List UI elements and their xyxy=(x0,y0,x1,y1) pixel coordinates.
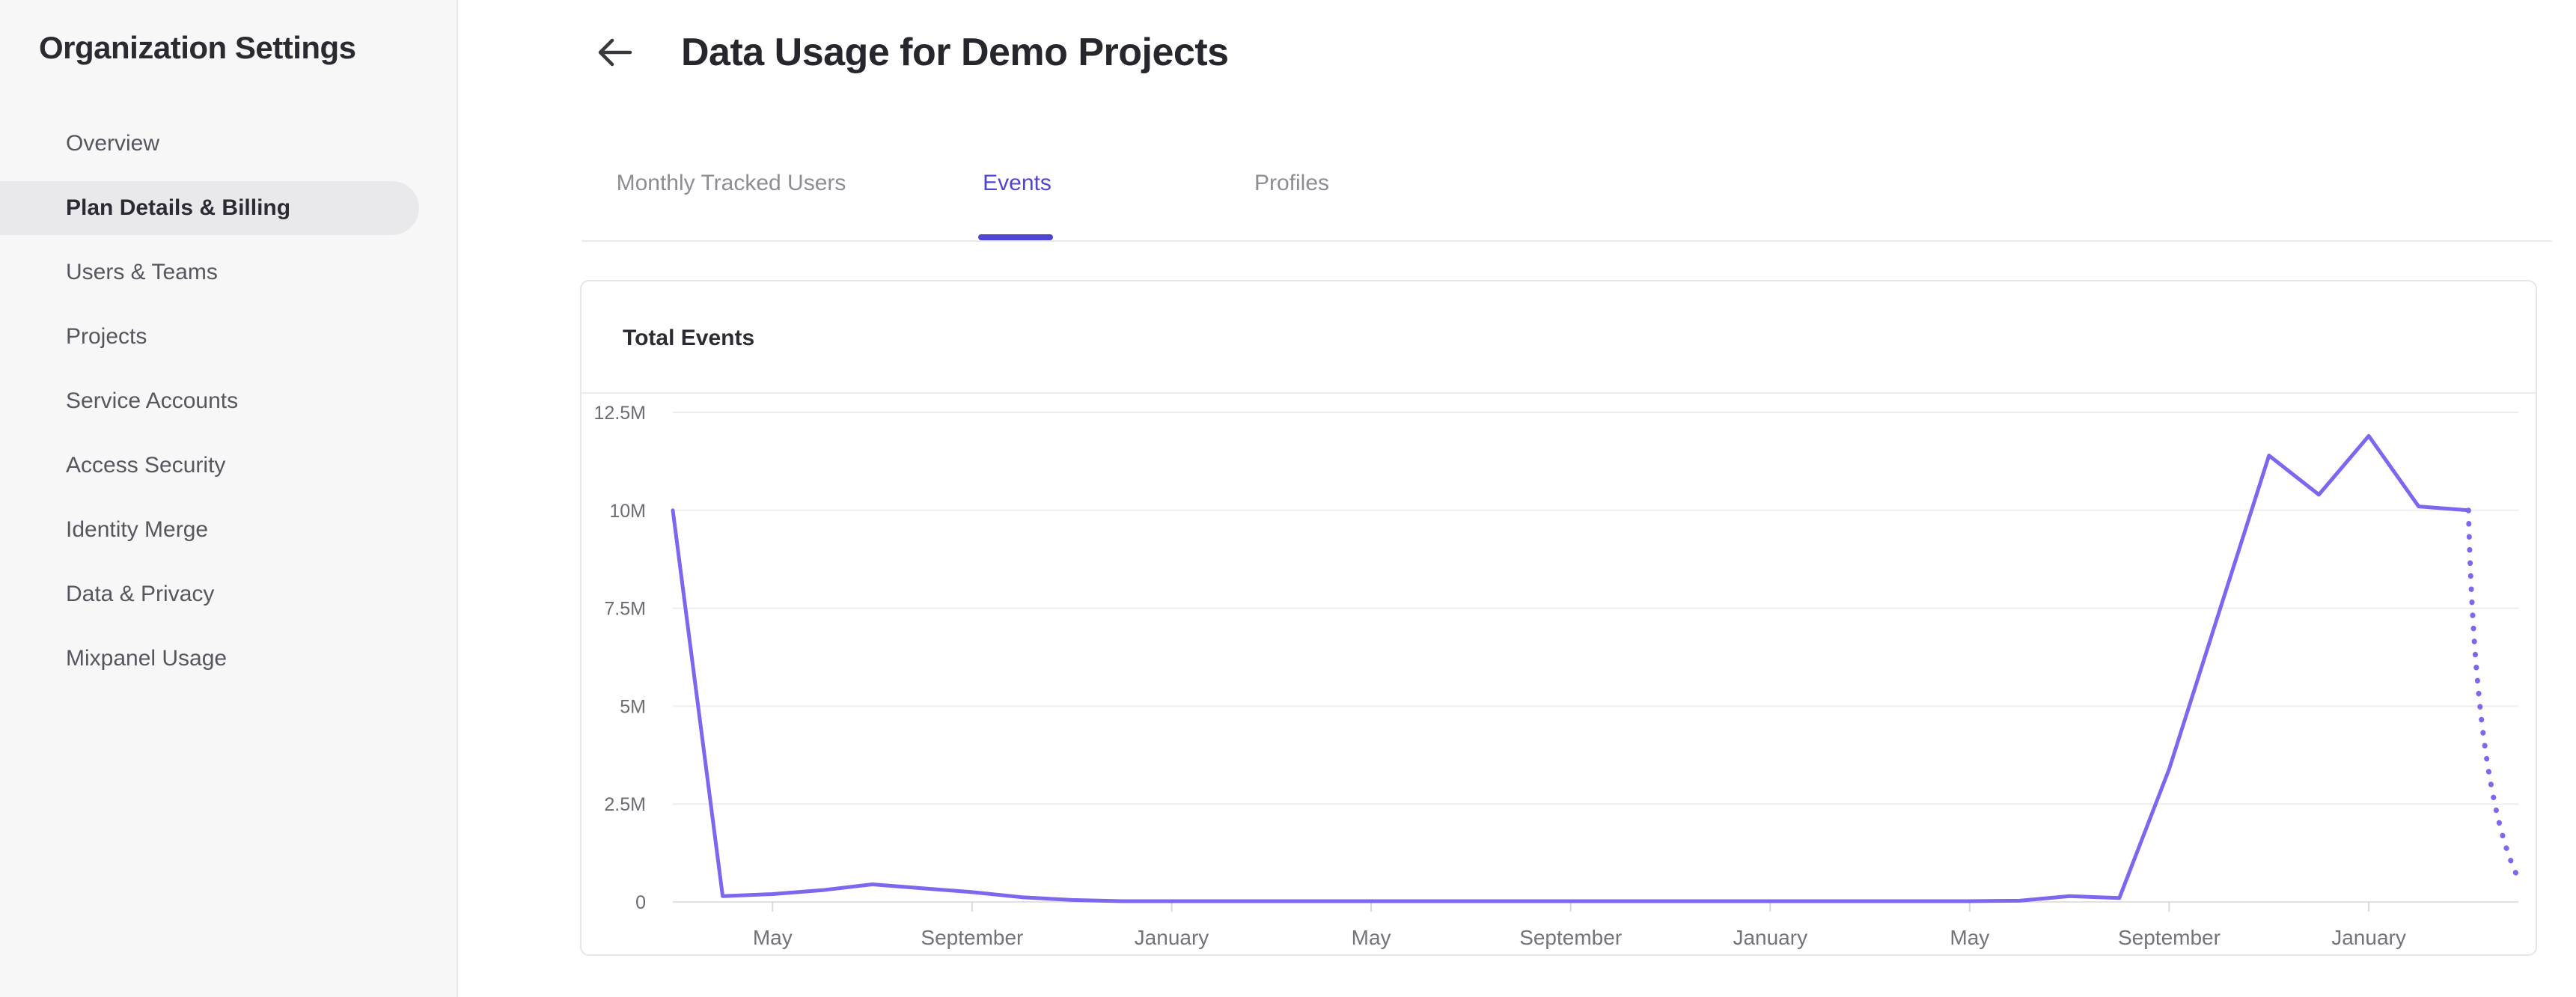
x-axis-label: May xyxy=(1950,926,1989,949)
active-tab-indicator xyxy=(978,234,1053,240)
y-axis-label: 5M xyxy=(620,696,646,717)
sidebar-item-data-privacy[interactable]: Data & Privacy xyxy=(0,562,458,626)
x-axis-label: September xyxy=(921,926,1023,949)
tabs-divider xyxy=(582,240,2552,242)
card-header: Total Events xyxy=(582,281,2536,394)
sidebar-item-label: Plan Details & Billing xyxy=(66,195,291,220)
tab-events[interactable]: Events xyxy=(983,171,1052,195)
sidebar-item-label: Mixpanel Usage xyxy=(66,646,228,671)
x-axis-label: January xyxy=(2331,926,2406,949)
x-axis-label: September xyxy=(1519,926,1622,949)
back-button[interactable] xyxy=(595,33,634,72)
sidebar-item-projects[interactable]: Projects xyxy=(0,305,458,369)
sidebar-item-service-accounts[interactable]: Service Accounts xyxy=(0,369,458,433)
sidebar-title: Organization Settings xyxy=(39,30,356,65)
series-line-total-events xyxy=(671,433,2470,903)
sidebar-item-overview[interactable]: Overview xyxy=(0,112,458,176)
card-title: Total Events xyxy=(623,326,755,350)
sidebar-item-access-security[interactable]: Access Security xyxy=(0,433,458,498)
sidebar-item-label: Projects xyxy=(66,324,147,349)
sidebar-item-label: Users & Teams xyxy=(66,260,218,284)
tab-profiles[interactable]: Profiles xyxy=(1254,171,1330,195)
chart-plot-area[interactable] xyxy=(673,392,2518,902)
tab-monthly-tracked-users[interactable]: Monthly Tracked Users xyxy=(616,171,846,195)
x-axis-label: May xyxy=(1352,926,1391,949)
sidebar: Organization Settings Overview Plan Deta… xyxy=(0,0,458,997)
y-axis-label: 7.5M xyxy=(604,599,646,620)
y-axis-label: 0 xyxy=(635,892,646,913)
y-axis-label: 12.5M xyxy=(594,403,646,424)
sidebar-item-identity-merge[interactable]: Identity Merge xyxy=(0,498,458,562)
x-axis-label: May xyxy=(753,926,793,949)
y-axis-label: 2.5M xyxy=(604,794,646,815)
sidebar-item-label: Service Accounts xyxy=(66,388,239,413)
projection-dotted-line xyxy=(2465,507,2521,882)
sidebar-item-label: Data & Privacy xyxy=(66,582,215,606)
sidebar-item-users-teams[interactable]: Users & Teams xyxy=(0,240,458,305)
x-axis-label: September xyxy=(2118,926,2221,949)
sidebar-nav: Overview Plan Details & Billing Users & … xyxy=(0,112,458,691)
left-arrow-icon xyxy=(598,38,632,67)
sidebar-item-label: Access Security xyxy=(66,453,226,478)
page-title: Data Usage for Demo Projects xyxy=(681,31,1229,74)
x-axis-label: January xyxy=(1135,926,1209,949)
total-events-line-chart: 12.5M 10M 7.5M 5M 2.5M 0 May September January Ma… xyxy=(594,392,2521,949)
sidebar-item-mixpanel-usage[interactable]: Mixpanel Usage xyxy=(0,626,458,691)
sidebar-item-label: Overview xyxy=(66,131,160,156)
sidebar-item-plan-details-billing[interactable]: Plan Details & Billing xyxy=(0,176,458,240)
total-events-card: Total Events 12.5M 10M 7.5M 5M 2.5M 0 May Septe… xyxy=(580,280,2537,956)
sidebar-item-label: Identity Merge xyxy=(66,517,209,542)
y-axis-label: 10M xyxy=(609,501,646,522)
x-axis-label: January xyxy=(1733,926,1807,949)
